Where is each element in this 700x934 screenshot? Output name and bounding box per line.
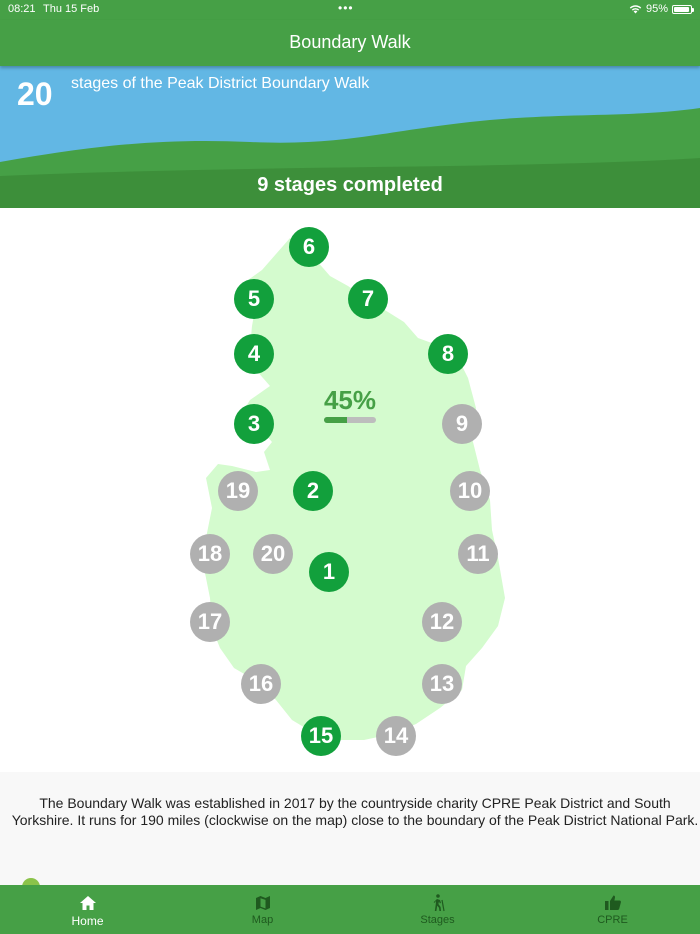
stage-count-label: stages of the Peak District Boundary Wal… bbox=[71, 75, 370, 92]
stage-marker-2[interactable]: 2 bbox=[293, 471, 333, 511]
battery-percent: 95% bbox=[645, 3, 668, 15]
status-bar: 08:21 Thu 15 Feb ••• 95% bbox=[0, 0, 700, 20]
wifi-icon bbox=[629, 5, 642, 14]
multitasking-dots-icon[interactable]: ••• bbox=[338, 1, 354, 15]
stage-marker-3[interactable]: 3 bbox=[234, 404, 274, 444]
stage-marker-15[interactable]: 15 bbox=[301, 716, 341, 756]
bottom-navigation: Home Map Stages CPRE bbox=[0, 885, 700, 934]
stage-marker-5[interactable]: 5 bbox=[234, 279, 274, 319]
walk-description: The Boundary Walk was established in 201… bbox=[11, 795, 699, 828]
completion-progress-fill bbox=[324, 417, 348, 423]
stage-marker-13[interactable]: 13 bbox=[422, 664, 462, 704]
tab-map-label: Map bbox=[251, 914, 274, 926]
app-title: Boundary Walk bbox=[289, 32, 411, 52]
completion-percent: 45% bbox=[323, 385, 377, 415]
stage-marker-16[interactable]: 16 bbox=[241, 664, 281, 704]
park-map: 45% 1 2 3 4 5 6 7 8 9 10 11 12 13 14 15 … bbox=[0, 208, 700, 772]
hills-illustration bbox=[0, 66, 700, 208]
hiker-icon bbox=[433, 894, 445, 912]
thumbs-up-icon bbox=[604, 895, 621, 910]
tab-cpre-label: CPRE bbox=[597, 914, 628, 926]
stage-marker-6[interactable]: 6 bbox=[289, 227, 329, 267]
stage-count: 20 bbox=[17, 76, 53, 112]
tab-stages-label: Stages bbox=[420, 914, 455, 926]
app-bar: Boundary Walk bbox=[0, 20, 700, 66]
stage-marker-10[interactable]: 10 bbox=[450, 471, 490, 511]
stage-marker-20[interactable]: 20 bbox=[253, 534, 293, 574]
stage-marker-8[interactable]: 8 bbox=[428, 334, 468, 374]
hero-banner: 20 stages of the Peak District Boundary … bbox=[0, 66, 700, 208]
stage-marker-9[interactable]: 9 bbox=[442, 404, 482, 444]
status-right: 95% bbox=[629, 3, 694, 15]
status-time: 08:21 bbox=[8, 3, 36, 15]
tab-map[interactable]: Map bbox=[175, 885, 350, 934]
stage-marker-4[interactable]: 4 bbox=[234, 334, 274, 374]
map-icon bbox=[255, 896, 270, 910]
stage-marker-1[interactable]: 1 bbox=[309, 552, 349, 592]
stage-marker-17[interactable]: 17 bbox=[190, 602, 230, 642]
completion-progress-bar bbox=[324, 417, 376, 423]
battery-icon bbox=[672, 4, 694, 14]
tab-stages[interactable]: Stages bbox=[350, 885, 525, 934]
stage-marker-18[interactable]: 18 bbox=[190, 534, 230, 574]
completion-progress: 45% bbox=[300, 385, 400, 423]
status-date: Thu 15 Feb bbox=[43, 3, 100, 15]
tab-cpre[interactable]: CPRE bbox=[525, 885, 700, 934]
stages-completed-text: 9 stages completed bbox=[257, 174, 443, 196]
tab-home[interactable]: Home bbox=[0, 885, 175, 934]
home-icon bbox=[79, 896, 96, 910]
stage-marker-7[interactable]: 7 bbox=[348, 279, 388, 319]
stage-marker-14[interactable]: 14 bbox=[376, 716, 416, 756]
stage-marker-19[interactable]: 19 bbox=[218, 471, 258, 511]
stage-marker-11[interactable]: 11 bbox=[458, 534, 498, 574]
tab-home-label: Home bbox=[71, 914, 104, 928]
stage-marker-12[interactable]: 12 bbox=[422, 602, 462, 642]
